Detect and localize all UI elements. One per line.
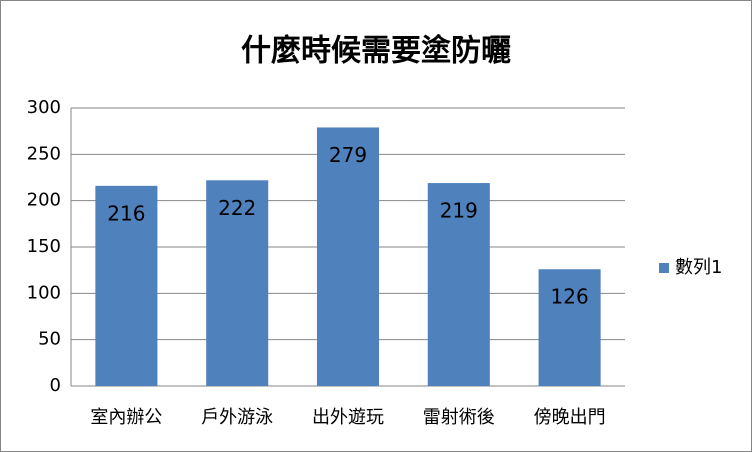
x-tick-label: 傍晚出門 — [534, 407, 606, 428]
data-label: 219 — [440, 199, 478, 223]
bar — [95, 185, 158, 386]
data-label: 222 — [218, 196, 256, 220]
data-label: 126 — [551, 285, 589, 309]
y-tick-label: 150 — [27, 236, 61, 257]
x-tick-label: 出外遊玩 — [312, 407, 384, 428]
chart-title: 什麼時候需要塗防曬 — [241, 34, 511, 69]
legend-label: 數列1 — [675, 257, 722, 278]
y-tick-label: 300 — [27, 97, 61, 118]
data-label: 279 — [329, 143, 367, 167]
data-label: 216 — [107, 201, 145, 225]
y-tick-label: 0 — [50, 375, 61, 396]
bar — [427, 183, 490, 386]
bar — [538, 269, 601, 386]
bar — [316, 127, 380, 387]
y-tick-label: 200 — [27, 190, 61, 211]
bar — [206, 180, 269, 386]
y-tick-label: 100 — [27, 282, 61, 303]
legend-swatch — [659, 263, 669, 273]
x-tick-label: 戶外游泳 — [201, 407, 273, 428]
y-tick-label: 50 — [38, 329, 61, 350]
x-tick-label: 室內辦公 — [90, 407, 162, 428]
x-tick-label: 雷射術後 — [423, 407, 495, 428]
y-tick-label: 250 — [27, 143, 61, 164]
